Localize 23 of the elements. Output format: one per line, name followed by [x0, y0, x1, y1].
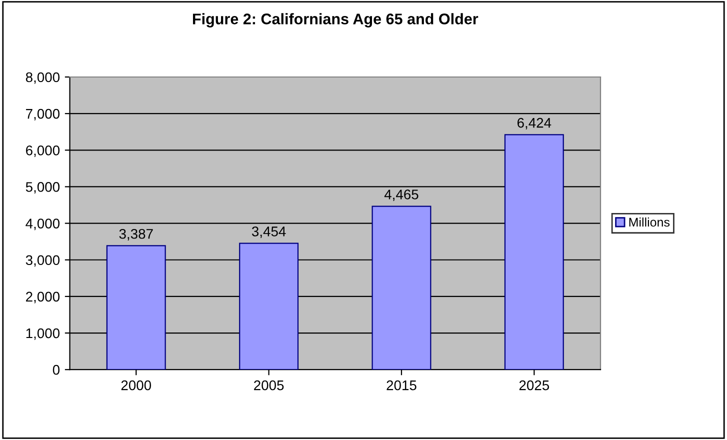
y-tick-label: 0 [52, 364, 60, 375]
y-tick-label: 3,000 [26, 255, 60, 267]
y-tick-label: 6,000 [26, 145, 60, 157]
y-tick-label: 8,000 [26, 72, 60, 84]
x-tick-label: 2005 [254, 380, 284, 390]
data-label: 4,465 [384, 190, 418, 202]
data-label: 3,454 [252, 226, 286, 238]
x-tick-label: 2025 [519, 380, 550, 390]
chart-title: Figure 2: Californians Age 65 and Older [192, 13, 478, 28]
bar [239, 242, 299, 370]
y-tick-label: 1,000 [26, 328, 60, 340]
data-label: 3,387 [119, 228, 153, 240]
legend-label: Millions [629, 217, 670, 227]
x-tick-label: 2015 [386, 380, 416, 390]
y-tick-label: 2,000 [26, 292, 60, 304]
data-label: 6,424 [517, 118, 552, 130]
y-tick-label: 4,000 [26, 218, 60, 230]
y-tick-label: 7,000 [26, 108, 60, 120]
bar [504, 134, 564, 370]
x-tick-label: 2000 [121, 380, 152, 390]
y-tick-label: 5,000 [26, 182, 60, 194]
bar [372, 206, 432, 370]
bar [106, 245, 166, 370]
